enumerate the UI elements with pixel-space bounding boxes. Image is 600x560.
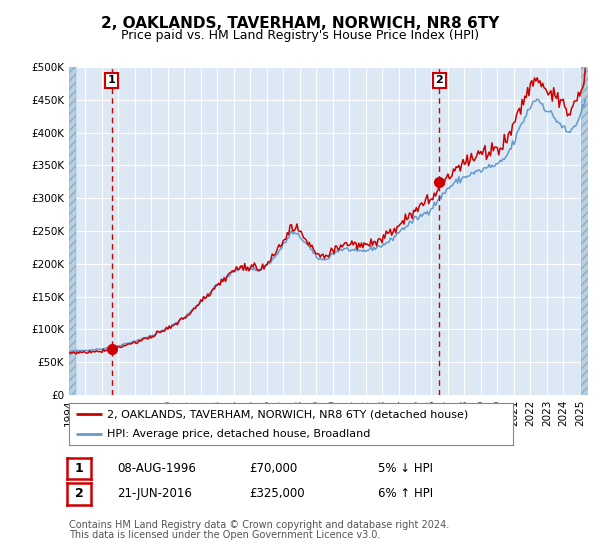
Text: £70,000: £70,000 <box>249 462 297 475</box>
Text: This data is licensed under the Open Government Licence v3.0.: This data is licensed under the Open Gov… <box>69 530 380 540</box>
Text: £325,000: £325,000 <box>249 487 305 501</box>
Bar <box>69 67 76 395</box>
Text: 5% ↓ HPI: 5% ↓ HPI <box>378 462 433 475</box>
Text: 1: 1 <box>75 462 83 475</box>
Text: HPI: Average price, detached house, Broadland: HPI: Average price, detached house, Broa… <box>107 430 370 439</box>
Text: 6% ↑ HPI: 6% ↑ HPI <box>378 487 433 501</box>
Text: 2: 2 <box>75 487 83 501</box>
Text: 2: 2 <box>436 76 443 85</box>
Text: Price paid vs. HM Land Registry's House Price Index (HPI): Price paid vs. HM Land Registry's House … <box>121 29 479 42</box>
Text: Contains HM Land Registry data © Crown copyright and database right 2024.: Contains HM Land Registry data © Crown c… <box>69 520 449 530</box>
Text: 2, OAKLANDS, TAVERHAM, NORWICH, NR8 6TY (detached house): 2, OAKLANDS, TAVERHAM, NORWICH, NR8 6TY … <box>107 409 468 419</box>
Text: 08-AUG-1996: 08-AUG-1996 <box>117 462 196 475</box>
Text: 1: 1 <box>108 76 116 85</box>
Text: 21-JUN-2016: 21-JUN-2016 <box>117 487 192 501</box>
Bar <box>581 67 598 395</box>
Text: 2, OAKLANDS, TAVERHAM, NORWICH, NR8 6TY: 2, OAKLANDS, TAVERHAM, NORWICH, NR8 6TY <box>101 16 499 31</box>
